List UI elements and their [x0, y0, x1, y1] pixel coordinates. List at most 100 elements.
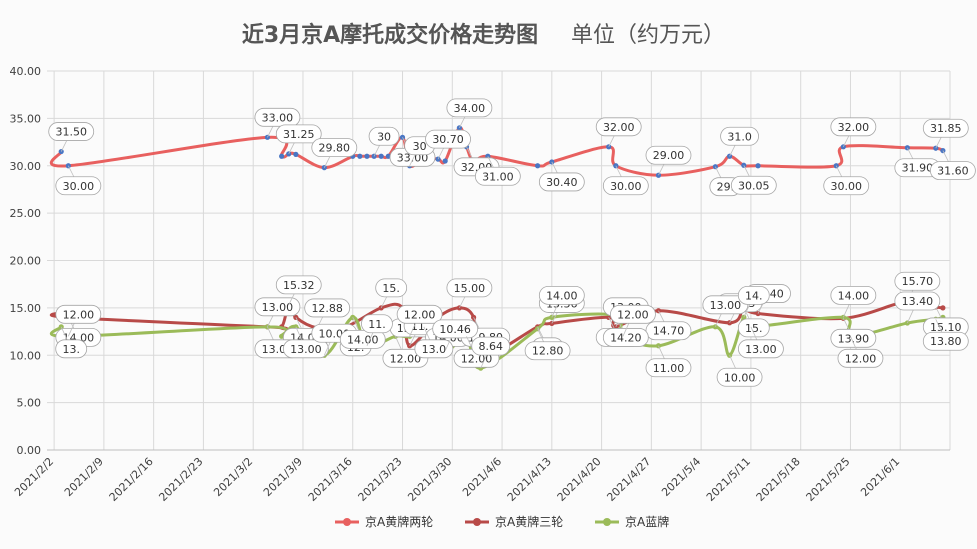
data-point	[279, 333, 285, 339]
data-label-bubble: 11.	[361, 314, 393, 346]
data-label-text: 12.00	[461, 352, 493, 365]
data-label-bubble: 30.00	[55, 165, 102, 196]
x-tick-label: 2021/2/9	[62, 455, 106, 499]
data-label-bubble: 12.80	[524, 328, 571, 361]
y-tick-label: 35.00	[10, 112, 42, 125]
data-label-text: 30.00	[830, 180, 862, 193]
data-point	[357, 153, 363, 159]
y-tick-label: 0.00	[17, 444, 42, 457]
data-label-text: 29.00	[653, 149, 685, 162]
legend-label: 京A黄牌三轮	[495, 515, 563, 529]
data-label-bubble: 13.00	[738, 326, 784, 359]
chart-subtitle: 单位（约万元）	[571, 23, 725, 48]
data-point	[364, 153, 370, 159]
legend-item-1: 京A黄牌两轮	[335, 515, 433, 529]
data-label-bubble: 10.46	[432, 319, 479, 352]
data-label-text: 10.46	[439, 323, 471, 336]
data-label-text: 29.80	[319, 142, 351, 155]
x-tick-label: 2021/3/2	[211, 455, 255, 499]
data-label-bubble: 31.60	[929, 150, 976, 180]
x-tick-label: 2021/2/16	[107, 455, 156, 504]
data-label-bubble: 31.0	[720, 126, 759, 157]
data-point	[940, 305, 946, 311]
y-tick-label: 10.00	[10, 349, 42, 362]
data-label-text: 14.	[745, 289, 763, 302]
y-tick-label: 5.00	[17, 397, 42, 410]
data-label-bubble: 14.00	[830, 285, 877, 318]
data-label-bubble: 10.00	[716, 355, 763, 387]
data-label-text: 30.70	[432, 133, 464, 146]
data-label-bubble: 12.00	[55, 304, 102, 337]
legend-label: 京A蓝牌	[625, 515, 669, 529]
data-label-text: 30	[377, 130, 391, 143]
data-label-text: 29.	[717, 181, 735, 194]
x-tick-label: 2021/6/1	[858, 455, 902, 499]
data-label-bubble: 15.70	[894, 271, 941, 302]
data-point	[712, 164, 718, 170]
data-label-text: 15.70	[902, 275, 934, 288]
data-label-text: 14.70	[653, 325, 685, 338]
data-label-bubble: 15.32	[275, 275, 322, 306]
data-point	[378, 153, 384, 159]
data-label-text: 12.00	[404, 308, 436, 321]
data-label-text: 31.0	[727, 130, 752, 143]
data-point	[279, 153, 285, 159]
data-label-text: 30.05	[738, 179, 770, 192]
y-tick-label: 40.00	[10, 65, 42, 78]
data-label-text: 31.85	[930, 122, 962, 135]
data-label-bubble: 34.00	[446, 98, 493, 129]
y-tick-label: 25.00	[10, 207, 42, 220]
data-label-bubble: 30	[368, 126, 400, 157]
data-label-bubble: 29.00	[645, 145, 692, 176]
data-label-bubble: 12.00	[837, 336, 884, 368]
data-label-bubble: 12.88	[304, 298, 351, 329]
data-label-bubble: 29.80	[311, 138, 358, 168]
data-label-bubble: 15.	[375, 278, 408, 309]
data-label-bubble: 12.00	[396, 304, 443, 337]
x-tick-label: 2021/3/9	[261, 455, 305, 499]
data-label-bubble: 32.00	[595, 117, 642, 147]
data-label-text: 13.90	[838, 332, 870, 345]
data-label-bubble: 14.	[737, 285, 770, 318]
y-tick-label: 20.00	[10, 255, 42, 268]
x-tick-label: 2021/3/16	[306, 455, 355, 504]
data-label-text: 33.00	[262, 111, 294, 124]
data-label-text: 13.00	[290, 343, 322, 356]
x-tick-label: 2021/4/20	[555, 455, 604, 504]
data-label-text: 31.25	[283, 128, 315, 141]
data-label-bubble: 13.40	[894, 291, 941, 324]
data-label-bubble: 30.00	[823, 165, 870, 196]
data-label-bubble: 14.20	[602, 315, 649, 347]
data-label-text: 14.00	[546, 289, 578, 302]
data-label-text: 15.	[382, 282, 400, 295]
data-label-bubble: 8.64	[471, 336, 511, 369]
data-label-text: 13.00	[710, 299, 742, 312]
data-label-bubble: 31.00	[474, 156, 521, 186]
data-label-text: 15.	[745, 322, 763, 335]
data-label-text: 12.00	[845, 352, 877, 365]
data-label-bubble: 13.0	[414, 326, 454, 359]
data-label-text: 12.00	[63, 308, 95, 321]
x-tick-label: 2021/3/23	[356, 455, 405, 504]
data-label-bubble: 13.00	[282, 326, 329, 359]
data-label-text: 32.00	[838, 121, 870, 134]
y-tick-label: 30.00	[10, 160, 42, 173]
data-label-bubble: 12.00	[610, 304, 656, 337]
data-label-text: 30	[413, 140, 427, 153]
x-tick-label: 2021/2/2	[12, 455, 56, 499]
data-label-bubble: 14.70	[645, 310, 692, 341]
data-label-bubble: 13.	[55, 326, 88, 359]
data-label-text: 12.00	[390, 352, 422, 365]
data-label-bubble: 32.00	[830, 117, 877, 147]
data-label-bubble: 15.	[737, 307, 770, 338]
data-label-text: 31.50	[55, 126, 87, 139]
data-label-text: 13.0	[422, 343, 447, 356]
data-point	[399, 134, 406, 140]
legend-item-2: 京A黄牌三轮	[465, 515, 563, 529]
x-tick-label: 2021/3/30	[405, 455, 454, 504]
data-label-text: 34.00	[454, 102, 486, 115]
data-point	[549, 159, 555, 165]
data-label-text: 12.00	[617, 308, 649, 321]
data-label-text: 12.80	[532, 345, 564, 358]
